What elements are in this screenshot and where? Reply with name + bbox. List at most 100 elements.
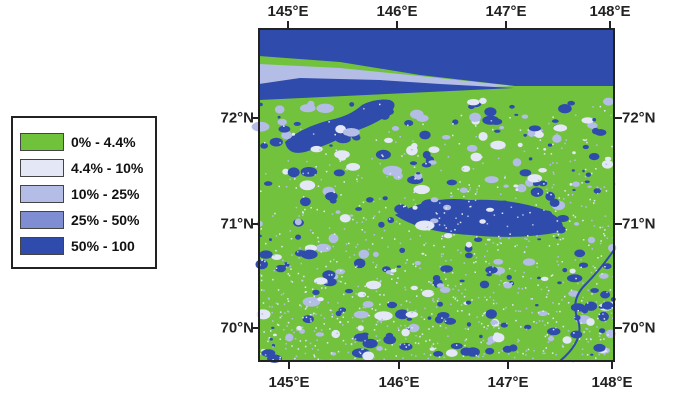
legend-item: 4.4% - 10% — [20, 158, 143, 178]
wetland-speckle — [314, 345, 316, 347]
wetland-speckle — [499, 322, 501, 325]
wetland-speckle — [504, 175, 506, 178]
wetland-speckle — [268, 337, 271, 339]
wetland-speckle — [436, 342, 439, 345]
lake — [515, 188, 519, 192]
lake — [592, 118, 597, 122]
lake — [522, 258, 536, 266]
lon-label-bottom-147: 147°E — [487, 374, 529, 391]
wetland-speckle — [340, 194, 342, 196]
wetland-speckle — [304, 286, 307, 288]
lake — [587, 185, 592, 188]
lake — [446, 179, 457, 186]
legend-item: 0% - 4.4% — [20, 132, 136, 152]
wetland-speckle — [323, 317, 326, 319]
wetland-speckle — [481, 314, 484, 317]
wetland-speckle — [574, 259, 577, 261]
lake — [512, 158, 522, 167]
wetland-speckle — [450, 303, 452, 306]
wetland-speckle — [324, 287, 327, 289]
wetland-speckle — [390, 273, 392, 275]
wetland-speckle — [300, 305, 302, 308]
wetland-speckle — [420, 289, 423, 291]
wetland-speckle — [525, 350, 528, 352]
wetland-speckle — [591, 248, 593, 250]
lake — [415, 220, 435, 231]
wetland-speckle — [458, 143, 461, 145]
lake — [412, 205, 418, 210]
wetland-speckle — [343, 293, 345, 296]
wetland-speckle — [395, 355, 397, 357]
wetland-speckle — [460, 304, 463, 306]
wetland-speckle — [569, 160, 571, 163]
wetland-speckle — [604, 266, 606, 268]
wetland-speckle — [275, 302, 278, 304]
wetland-speckle — [545, 347, 547, 349]
wetland-speckle — [484, 296, 486, 298]
wetland-speckle — [492, 302, 495, 305]
wetland-speckle — [313, 356, 316, 358]
lake — [598, 305, 604, 309]
wetland-speckle — [357, 285, 359, 288]
wetland-speckle — [468, 313, 471, 315]
wetland-speckle — [596, 326, 598, 328]
lake — [547, 143, 553, 147]
wetland-speckle — [506, 322, 508, 325]
wetland-speckle — [527, 129, 529, 131]
wetland-speckle — [365, 218, 367, 221]
wetland-speckle — [399, 136, 401, 138]
wetland-speckle — [501, 350, 504, 352]
wetland-speckle — [460, 252, 462, 254]
wetland-speckle — [394, 238, 396, 240]
wetland-speckle — [376, 321, 379, 323]
lake — [549, 198, 560, 207]
wetland-speckle — [550, 153, 553, 155]
wetland-speckle — [287, 273, 289, 275]
wetland-speckle — [427, 225, 430, 228]
legend-item: 25% - 50% — [20, 210, 139, 230]
wetland-speckle — [435, 212, 437, 214]
wetland-speckle — [537, 311, 540, 314]
wetland-speckle — [406, 259, 408, 261]
lake — [484, 176, 499, 184]
lat-label-right-72: 72°N — [622, 109, 656, 127]
wetland-speckle — [516, 351, 519, 353]
wetland-speckle — [346, 169, 348, 171]
wetland-speckle — [438, 217, 441, 219]
wetland-speckle — [492, 291, 495, 294]
wetland-speckle — [326, 247, 329, 250]
map-frame — [258, 28, 615, 362]
wetland-speckle — [551, 352, 554, 354]
wetland-speckle — [547, 322, 549, 324]
wetland-speckle — [427, 357, 429, 360]
lake — [339, 321, 342, 324]
wetland-speckle — [425, 162, 427, 165]
lake — [593, 343, 606, 352]
wetland-speckle — [562, 281, 564, 284]
lake — [429, 281, 433, 284]
wetland-speckle — [443, 246, 445, 248]
lake — [277, 115, 281, 119]
wetland-speckle — [433, 300, 435, 303]
wetland-speckle — [515, 310, 517, 312]
wetland-speckle — [509, 117, 511, 119]
wetland-speckle — [599, 105, 602, 108]
lake — [465, 241, 472, 248]
wetland-speckle — [260, 309, 263, 311]
wetland-speckle — [498, 274, 501, 276]
wetland-speckle — [432, 325, 434, 328]
lake — [530, 226, 542, 234]
wetland-speckle — [548, 245, 551, 247]
wetland-speckle — [306, 160, 308, 163]
lake — [401, 328, 410, 337]
wetland-speckle — [548, 122, 550, 125]
wetland-speckle — [478, 185, 480, 187]
wetland-speckle — [562, 346, 564, 348]
lake — [296, 325, 302, 331]
wetland-speckle — [305, 307, 307, 310]
lake — [260, 142, 268, 149]
wetland-speckle — [300, 128, 302, 131]
wetland-speckle — [299, 247, 301, 249]
wetland-speckle — [605, 190, 608, 192]
lake — [599, 328, 606, 334]
